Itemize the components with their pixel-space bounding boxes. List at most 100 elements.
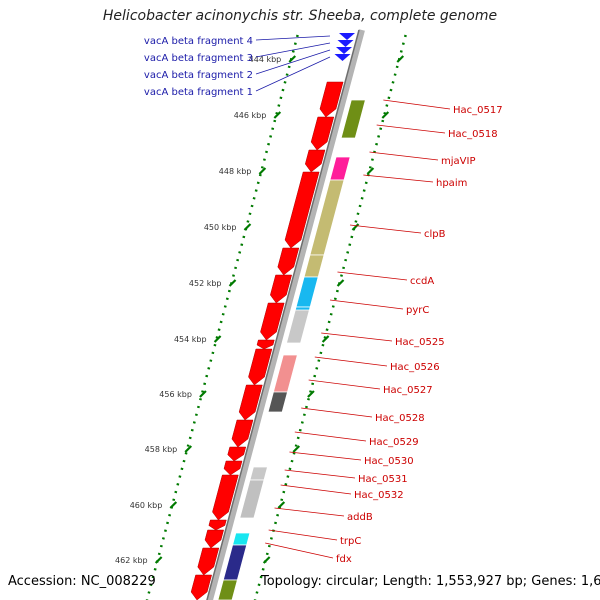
gene-label-text: Hac_0526 bbox=[390, 362, 440, 373]
gene-label: Hac_0518 bbox=[376, 124, 498, 140]
gene-label-text: Hac_0530 bbox=[364, 456, 414, 467]
gene-arrow[interactable] bbox=[223, 460, 243, 476]
fragment-label-text: vacA beta fragment 3 bbox=[144, 53, 253, 64]
gene-arrow[interactable] bbox=[277, 247, 300, 276]
fragment-label-text: vacA beta fragment 1 bbox=[144, 87, 253, 98]
gene-label: Hac_0517 bbox=[383, 99, 503, 116]
ruler-tick-label: 450 kbp bbox=[204, 223, 237, 232]
fragment-arrow[interactable] bbox=[336, 47, 352, 54]
gene-label-text: Hac_0517 bbox=[453, 105, 503, 116]
ruler-tick: 462 kbp bbox=[115, 556, 271, 565]
gene-label: Hac_0530 bbox=[289, 451, 414, 467]
gene-arrow[interactable] bbox=[319, 81, 344, 118]
ruler-tick-label: 452 kbp bbox=[189, 279, 222, 288]
gene-label-text: fdx bbox=[336, 554, 352, 565]
gene-arrow[interactable] bbox=[197, 547, 220, 576]
fragment-label: vacA beta fragment 1 bbox=[144, 56, 331, 98]
gene-class-block[interactable] bbox=[303, 254, 325, 278]
ruler-tick: 454 kbp bbox=[174, 335, 330, 344]
gene-arrow[interactable] bbox=[256, 339, 275, 350]
gene-label: trpC bbox=[268, 529, 361, 547]
gene-label-text: Hac_0529 bbox=[369, 437, 419, 448]
gene-label: mjaVIP bbox=[369, 151, 475, 167]
ruler-tick: 456 kbp bbox=[159, 390, 315, 399]
gene-label-text: hpaim bbox=[436, 178, 467, 189]
gene-arrow[interactable] bbox=[190, 574, 212, 600]
outer-ruler bbox=[253, 34, 407, 600]
gene-label: addB bbox=[274, 507, 373, 523]
fragment-label: vacA beta fragment 3 bbox=[144, 42, 331, 64]
gene-arrow[interactable] bbox=[212, 474, 239, 521]
topology-text: Topology: circular; Length: 1,553,927 bp… bbox=[261, 574, 600, 589]
gene-class-block[interactable] bbox=[222, 544, 248, 581]
gene-label: ccdA bbox=[337, 271, 434, 287]
fragment-label-text: vacA beta fragment 2 bbox=[144, 70, 253, 81]
gene-arrow[interactable] bbox=[227, 446, 247, 462]
gene-label: Hac_0531 bbox=[284, 469, 408, 485]
gene-label-text: Hac_0532 bbox=[354, 490, 404, 501]
ruler-tick-label: 448 kbp bbox=[219, 167, 252, 176]
gene-label-text: Hac_0518 bbox=[448, 129, 498, 140]
gene-label-text: trpC bbox=[340, 536, 361, 547]
gene-label: Hac_0525 bbox=[321, 332, 445, 348]
gene-label-text: Hac_0528 bbox=[375, 413, 425, 424]
gene-class-block[interactable] bbox=[340, 99, 366, 139]
backbone-arc bbox=[206, 29, 365, 600]
ruler-tick: 446 kbp bbox=[234, 111, 390, 120]
gene-arrow[interactable] bbox=[238, 384, 263, 421]
gene-label: Hac_0529 bbox=[294, 431, 419, 448]
gene-arrow[interactable] bbox=[284, 171, 320, 249]
ruler-tick: 458 kbp bbox=[145, 445, 301, 454]
fragment-arrow[interactable] bbox=[337, 40, 354, 47]
ruler-tick: 460 kbp bbox=[130, 501, 286, 510]
gene-label: Hac_0527 bbox=[308, 379, 433, 396]
gene-class-block[interactable] bbox=[295, 276, 319, 308]
gene-label-text: addB bbox=[347, 512, 373, 523]
fragment-label-text: vacA beta fragment 4 bbox=[144, 36, 253, 47]
gene-arrow[interactable] bbox=[208, 519, 227, 531]
gene-class-block[interactable] bbox=[232, 532, 251, 546]
gene-label: hpaim bbox=[363, 174, 467, 189]
gene-label-text: ccdA bbox=[410, 276, 434, 287]
gene-class-block[interactable] bbox=[267, 391, 288, 413]
gene-arrow[interactable] bbox=[248, 348, 273, 386]
gene-class-block[interactable] bbox=[329, 156, 351, 181]
ruler-tick-label: 446 kbp bbox=[234, 111, 267, 120]
gene-label: fdx bbox=[265, 542, 352, 565]
ruler-tick: 444 kbp bbox=[249, 55, 405, 64]
fragment-arrow[interactable] bbox=[334, 54, 351, 61]
gene-arrow[interactable] bbox=[204, 529, 224, 549]
gene-arrow[interactable] bbox=[310, 116, 335, 151]
gene-class-block[interactable] bbox=[286, 309, 310, 344]
gene-label-text: pyrC bbox=[406, 305, 429, 316]
gene-arrow[interactable] bbox=[231, 419, 254, 448]
gene-class-block[interactable] bbox=[272, 354, 298, 393]
gene-label-text: Hac_0531 bbox=[358, 474, 408, 485]
ruler-tick-label: 462 kbp bbox=[115, 556, 148, 565]
gene-class-block[interactable] bbox=[239, 479, 265, 519]
gene-label: Hac_0532 bbox=[280, 484, 404, 501]
gene-arrow[interactable] bbox=[304, 149, 326, 173]
ruler-tick-label: 456 kbp bbox=[159, 390, 192, 399]
gene-label-text: mjaVIP bbox=[441, 156, 475, 167]
gene-label: pyrC bbox=[329, 299, 429, 316]
ruler-tick-label: 454 kbp bbox=[174, 335, 207, 344]
gene-arrow[interactable] bbox=[260, 302, 285, 341]
gene-label-text: clpB bbox=[424, 229, 446, 240]
ruler-tick-label: 460 kbp bbox=[130, 501, 163, 510]
ruler-tick: 450 kbp bbox=[204, 223, 360, 232]
ruler-tick: 448 kbp bbox=[219, 167, 375, 176]
gene-label: Hac_0528 bbox=[301, 407, 425, 424]
ruler-tick: 452 kbp bbox=[189, 279, 345, 288]
fragment-arrow[interactable] bbox=[339, 33, 355, 40]
gene-class-block[interactable] bbox=[249, 466, 268, 481]
gene-label: Hac_0526 bbox=[314, 356, 440, 373]
gene-class-block[interactable] bbox=[217, 579, 238, 600]
gene-label-text: Hac_0525 bbox=[395, 337, 445, 348]
gene-arrow[interactable] bbox=[270, 274, 292, 304]
inner-ruler bbox=[145, 34, 299, 600]
fragment-label: vacA beta fragment 4 bbox=[144, 35, 331, 47]
fragment-label: vacA beta fragment 2 bbox=[144, 49, 331, 81]
gene-label: clpB bbox=[349, 224, 446, 240]
